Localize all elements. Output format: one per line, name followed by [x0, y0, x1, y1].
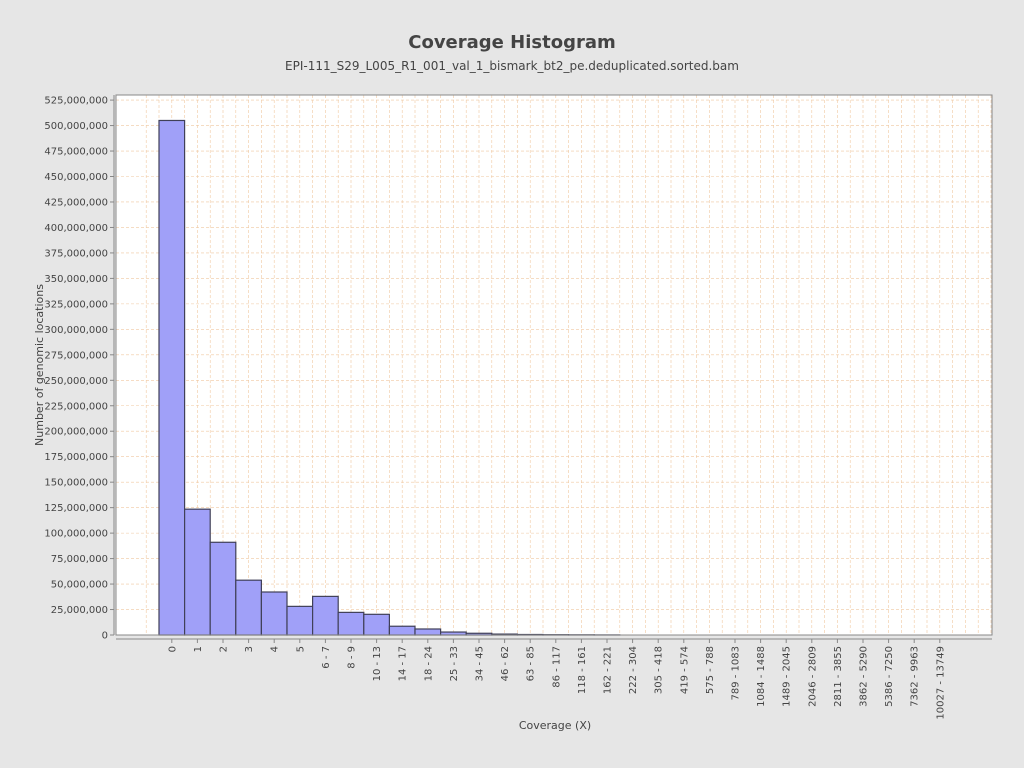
x-tick-label: 0	[167, 646, 178, 652]
y-axis-label: Number of genomic locations	[33, 284, 46, 446]
y-tick-label: 500,000,000	[44, 121, 108, 132]
x-tick-label: 7362 - 9963	[910, 646, 921, 707]
x-tick-label: 86 - 117	[551, 646, 562, 688]
y-tick-label: 275,000,000	[44, 350, 108, 361]
y-tick-label: 25,000,000	[51, 605, 108, 616]
y-tick-label: 250,000,000	[44, 376, 108, 387]
x-tick-label: 575 - 788	[705, 646, 716, 694]
x-tick-label: 1084 - 1488	[756, 646, 767, 707]
x-tick-label: 1	[193, 646, 204, 652]
y-tick-label: 150,000,000	[44, 478, 108, 489]
y-tick-label: 100,000,000	[44, 529, 108, 540]
y-tick-label: 450,000,000	[44, 172, 108, 183]
x-tick-label: 25 - 33	[449, 646, 460, 681]
x-tick-label: 2	[219, 646, 230, 652]
x-tick-label: 10027 - 13749	[935, 646, 946, 720]
histogram-bar	[388, 625, 416, 636]
y-tick-label: 200,000,000	[44, 427, 108, 438]
y-tick-label: 0	[102, 631, 108, 642]
x-tick-label: 3	[244, 646, 255, 652]
plot-area	[116, 95, 992, 635]
y-tick-label: 75,000,000	[51, 554, 108, 565]
x-tick-label: 1489 - 2045	[782, 646, 793, 707]
y-tick-label: 375,000,000	[44, 248, 108, 259]
grid	[116, 95, 992, 635]
x-tick-label: 34 - 45	[475, 646, 486, 681]
histogram-bar	[235, 579, 263, 636]
x-axis-label: Coverage (X)	[519, 719, 591, 732]
chart-subtitle: EPI-111_S29_L005_R1_001_val_1_bismark_bt…	[285, 59, 739, 73]
x-tick-label: 8 - 9	[347, 646, 358, 669]
histogram-bar	[414, 628, 442, 636]
y-tick-label: 400,000,000	[44, 223, 108, 234]
plot-frame	[115, 94, 993, 636]
y-tick-label: 475,000,000	[44, 147, 108, 158]
y-tick-label: 125,000,000	[44, 503, 108, 514]
x-tick-label: 789 - 1083	[731, 646, 742, 701]
x-tick-label: 222 - 304	[628, 646, 639, 694]
x-tick-label: 3862 - 5290	[859, 646, 870, 707]
y-tick-label: 175,000,000	[44, 452, 108, 463]
x-tick-label: 63 - 85	[526, 646, 537, 681]
histogram-bar	[337, 611, 365, 636]
x-tick-label: 5	[295, 646, 306, 652]
x-tick-label: 2046 - 2809	[807, 646, 818, 707]
y-tick-label: 325,000,000	[44, 299, 108, 310]
histogram-bar	[260, 591, 288, 636]
histogram-bar	[312, 595, 339, 636]
x-axis-ticks: 0 1 2 3 4 5 6 - 7 8 - 9 10 - 13 14 - 17 18 - 24 25 …	[167, 639, 946, 720]
histogram-bar	[209, 541, 237, 636]
x-tick-label: 6 - 7	[321, 646, 332, 669]
y-tick-label: 350,000,000	[44, 274, 108, 285]
histogram-bar	[184, 508, 211, 636]
y-tick-label: 300,000,000	[44, 325, 108, 336]
x-tick-label: 419 - 574	[679, 646, 690, 694]
histogram-bar	[363, 613, 390, 636]
x-tick-label: 118 - 161	[577, 646, 588, 694]
x-tick-label: 305 - 418	[654, 646, 665, 694]
histogram-bar	[286, 605, 314, 636]
y-tick-label: 225,000,000	[44, 401, 108, 412]
y-tick-label: 525,000,000	[44, 96, 108, 107]
histogram-bar	[158, 119, 186, 636]
x-tick-label: 14 - 17	[398, 646, 409, 681]
x-tick-label: 4	[270, 646, 281, 652]
x-tick-label: 162 - 221	[603, 646, 614, 694]
chart-title: Coverage Histogram	[408, 32, 615, 53]
x-tick-label: 10 - 13	[372, 646, 383, 681]
y-tick-label: 425,000,000	[44, 197, 108, 208]
y-tick-label: 50,000,000	[51, 580, 108, 591]
x-tick-label: 18 - 24	[423, 646, 434, 681]
x-tick-label: 46 - 62	[500, 646, 511, 681]
x-tick-label: 2811 - 3855	[833, 646, 844, 707]
y-axis-ticks: 0 25,000,000 50,000,000 75,000,000 100,000,0…	[44, 96, 114, 642]
x-tick-label: 5386 - 7250	[884, 646, 895, 707]
